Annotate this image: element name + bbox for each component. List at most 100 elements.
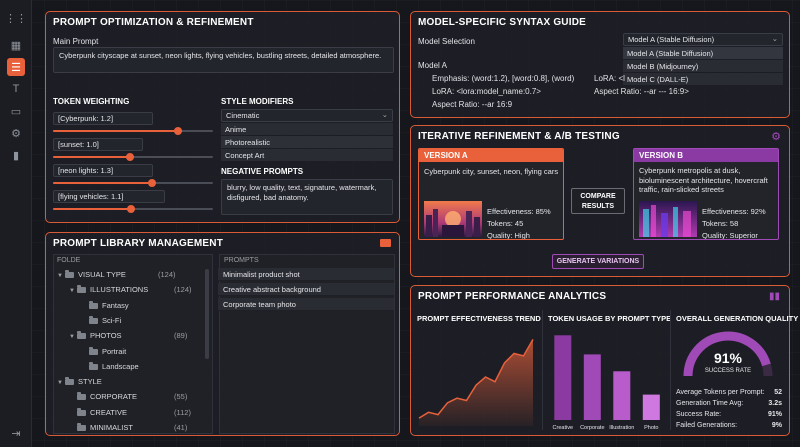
menu-grid-icon[interactable]: ⋮⋮ (5, 12, 27, 25)
prompt-item[interactable]: Corporate team photo (218, 298, 394, 311)
trend-area (419, 339, 533, 426)
library-panel: PROMPT LIBRARY MANAGEMENT FOLDE PROMPTS … (45, 232, 400, 436)
usage-category-label: Illustration (609, 425, 634, 431)
folder-tree-item[interactable]: ▼ ILLUSTRATIONS (69, 285, 148, 297)
token-slider[interactable] (53, 127, 213, 135)
sidebar: ⋮⋮ ▦ ☰ T ▭ ⚙ ▮ ⇥ (0, 0, 32, 447)
folder-tree-item[interactable]: CORPORATE (69, 392, 137, 404)
model-selection-label: Model Selection (418, 37, 475, 46)
folder-tree-item[interactable]: ▼ STYLE (57, 377, 102, 389)
bar-chart-icon[interactable]: ▮ (12, 149, 20, 162)
folder-tree-item[interactable]: MINIMALIST (69, 423, 133, 435)
token-chip: [flying vehicles: 1.1] (53, 190, 165, 203)
model-a-label: Model A (418, 61, 447, 70)
gear-icon[interactable]: ⚙ (11, 127, 21, 140)
chevron-down-icon[interactable]: ▼ (57, 273, 63, 279)
model-option[interactable]: Model A (Stable Diffusion) (623, 47, 783, 59)
success-value: 91% (713, 350, 743, 366)
usage-bar[interactable] (642, 394, 660, 420)
style-option[interactable]: Photorealistic (221, 136, 393, 148)
slider-knob[interactable] (173, 127, 182, 135)
stat-value: 91% (767, 411, 782, 418)
generate-variations-button[interactable]: GENERATE VARIATIONS (552, 254, 644, 269)
trend-line (418, 339, 534, 419)
main-prompt-label: Main Prompt (53, 37, 99, 46)
model-option[interactable]: Model B (Midjourney) (623, 60, 783, 72)
style-option[interactable]: Concept Art (221, 149, 393, 161)
model-option[interactable]: Model C (DALL-E) (623, 73, 783, 85)
folder-label: Portrait (102, 346, 127, 356)
folder-tree-item[interactable]: CREATIVE (69, 407, 127, 420)
version-b-prompt: Cyberpunk metropolis at dusk, biolumines… (639, 166, 768, 194)
syntax-row: Aspect Ratio: --ar 16:9 (432, 100, 513, 109)
negative-prompts-input[interactable]: blurry, low quality, text, signature, wa… (221, 179, 393, 215)
folder-tree-item[interactable]: ▼ PHOTOS (69, 331, 122, 343)
slider-knob[interactable] (125, 153, 134, 161)
gear-icon[interactable]: ⚙ (771, 131, 781, 143)
sliders-icon[interactable]: ☰ (7, 58, 25, 76)
stat-row: Generation Time Avg: 3.2s (676, 400, 782, 407)
style-option[interactable]: Anime (221, 123, 393, 135)
folder-icon[interactable] (380, 239, 391, 247)
token-slider[interactable] (53, 153, 213, 161)
trend-title: PROMPT EFFECTIVENESS TREND (417, 314, 541, 323)
model-select[interactable]: Model A (Stable Diffusion) ⌄ (623, 33, 783, 46)
version-b-image (639, 201, 697, 237)
chat-icon[interactable]: ▭ (10, 105, 22, 118)
folder-count: (124) (158, 270, 176, 279)
syntax-row: LoRA: <l (594, 74, 625, 83)
folder-icon (89, 361, 98, 370)
stat-label: Generation Time Avg: (676, 400, 744, 407)
slider-knob[interactable] (127, 205, 136, 213)
style-select[interactable]: Cinematic ⌄ (221, 109, 393, 122)
folder-count: (124) (174, 285, 192, 295)
divider (542, 310, 543, 430)
folder-tree-item[interactable]: Landscape (81, 361, 139, 374)
usage-bar[interactable] (554, 335, 572, 420)
folder-label: PHOTOS (90, 331, 122, 341)
folder-tree-item[interactable]: Sci-Fi (81, 315, 121, 328)
slider-knob[interactable] (148, 179, 157, 187)
chevron-down-icon[interactable]: ▼ (69, 334, 75, 341)
folder-label: CREATIVE (90, 407, 127, 417)
prompts-header: PROMPTS (224, 257, 259, 264)
compare-line1: COMPARE (580, 193, 616, 200)
token-chip: [sunset: 1.0] (53, 138, 143, 151)
logout-icon[interactable]: ⇥ (11, 427, 21, 440)
library-title: PROMPT LIBRARY MANAGEMENT (53, 238, 223, 249)
text-icon[interactable]: T (12, 83, 20, 95)
prompt-item[interactable]: Creative abstract background (218, 283, 394, 296)
folder-count: (89) (174, 331, 188, 341)
grid-icon[interactable]: ▦ (10, 39, 22, 52)
token-slider[interactable] (53, 205, 213, 213)
folder-icon (89, 315, 98, 324)
success-label: SUCCESS RATE (704, 368, 752, 374)
folder-label: STYLE (78, 377, 102, 387)
optimization-title: PROMPT OPTIMIZATION & REFINEMENT (53, 17, 254, 28)
folder-label: MINIMALIST (90, 423, 133, 432)
version-a-card[interactable]: VERSION A Cyberpunk city, sunset, neon, … (418, 148, 564, 240)
folder-tree-item[interactable]: Fantasy (81, 300, 129, 313)
stat-row: Failed Generations: 9% (676, 422, 782, 429)
version-a-effectiveness: Effectiveness: 85% (487, 207, 551, 216)
token-usage-chart: Creative Corporate Illustration Photo (553, 335, 660, 431)
token-slider[interactable] (53, 179, 213, 187)
folder-tree-item[interactable]: Portrait (81, 346, 127, 359)
folder-icon (77, 423, 86, 431)
folder-icon (89, 300, 98, 309)
stat-value: 9% (771, 422, 782, 429)
compare-results-button[interactable]: COMPARE RESULTS (571, 188, 625, 214)
usage-bar[interactable] (613, 371, 631, 420)
folder-label: CORPORATE (90, 392, 137, 402)
usage-bar[interactable] (583, 354, 601, 420)
main-prompt-input[interactable]: Cyberpunk cityscape at sunset, neon ligh… (53, 47, 394, 73)
prompt-item[interactable]: Minimalist product shot (218, 268, 394, 281)
folder-tree-item[interactable]: ▼ VISUAL TYPE (57, 270, 126, 282)
bar-chart-icon[interactable]: ▮▮ (768, 291, 780, 302)
chevron-down-icon[interactable]: ▼ (57, 380, 63, 387)
folder-icon (77, 331, 86, 340)
tree-scrollbar[interactable] (205, 269, 209, 359)
version-b-card[interactable]: VERSION B Cyberpunk metropolis at dusk, … (633, 148, 779, 240)
chevron-down-icon[interactable]: ▼ (69, 288, 75, 295)
version-a-prompt: Cyberpunk city, sunset, neon, flying car… (424, 167, 559, 176)
